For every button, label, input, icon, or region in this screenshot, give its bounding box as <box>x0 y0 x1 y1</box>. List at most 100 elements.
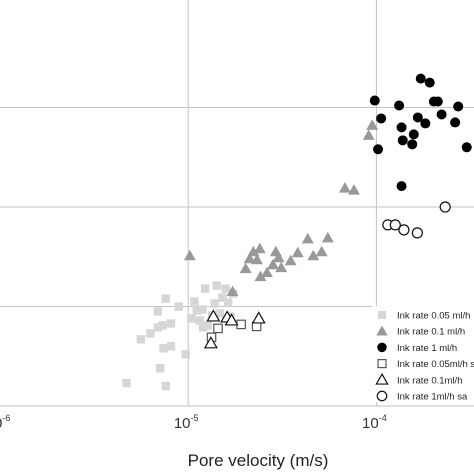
legend-marker <box>378 311 386 319</box>
data-point <box>215 309 224 318</box>
data-point <box>251 253 263 265</box>
x-tick-label: 10-5 <box>174 413 199 432</box>
legend-marker <box>377 342 387 353</box>
data-point <box>153 323 163 332</box>
data-point <box>439 201 451 213</box>
data-point <box>223 298 233 307</box>
legend-label: Ink rate 0.05 ml/h <box>397 311 470 322</box>
data-point <box>411 227 423 239</box>
data-point <box>153 307 163 316</box>
legend-background <box>372 306 474 402</box>
data-point <box>221 284 230 293</box>
data-point <box>432 96 443 107</box>
legend-label: Ink rate 0.1ml/h <box>397 375 462 386</box>
series-3 <box>369 73 472 192</box>
data-point <box>396 122 407 133</box>
data-point <box>200 284 210 293</box>
data-point <box>272 251 285 263</box>
data-point <box>315 245 328 257</box>
data-point <box>192 306 201 315</box>
data-point <box>206 309 221 322</box>
legend-label: Ink rate 0.05ml/h s <box>397 359 474 370</box>
legend-label: Ink rate 0.1 ml/h <box>397 327 465 338</box>
data-point <box>210 299 219 308</box>
data-point <box>181 350 190 359</box>
data-point <box>254 270 267 282</box>
legend-marker <box>377 359 387 369</box>
x-tick-labels: 10-6 10-5 10-4 <box>0 413 387 432</box>
data-point <box>251 311 266 324</box>
series-2 <box>183 119 379 297</box>
series-6 <box>382 201 451 239</box>
data-point <box>307 249 320 261</box>
data-point <box>158 321 167 330</box>
legend-marker <box>376 325 388 336</box>
data-point <box>260 266 273 278</box>
data-points <box>122 73 472 391</box>
data-point <box>212 281 222 290</box>
data-point <box>338 182 351 193</box>
data-point <box>369 95 380 106</box>
data-point <box>247 245 260 257</box>
data-point <box>203 321 212 330</box>
data-point <box>362 129 375 140</box>
data-point <box>161 381 170 391</box>
legend-marker <box>375 372 389 385</box>
data-point <box>424 77 435 88</box>
data-point <box>190 297 199 306</box>
data-point <box>159 344 168 353</box>
data-point <box>394 100 405 111</box>
x-axis-title: Pore velocity (m/s) <box>188 451 329 470</box>
data-point <box>321 231 334 243</box>
data-point <box>183 249 196 261</box>
data-point <box>420 118 431 129</box>
data-point <box>453 101 464 112</box>
data-point <box>136 335 146 344</box>
data-point <box>373 144 384 155</box>
data-point <box>146 329 155 338</box>
data-point <box>450 117 461 128</box>
legend: Ink rate 0.05 ml/h Ink rate 0.1 ml/h Ink r… <box>372 306 474 403</box>
data-point <box>301 232 314 244</box>
data-point <box>226 285 239 297</box>
data-point <box>366 119 379 130</box>
data-point <box>156 363 165 373</box>
data-point <box>187 314 196 323</box>
data-point <box>236 319 246 330</box>
data-point <box>198 305 207 314</box>
legend-label: Ink rate 1ml/h sa <box>397 392 468 403</box>
data-point <box>407 139 418 150</box>
x-tick-label: 10-6 <box>0 413 10 432</box>
data-point <box>436 109 447 120</box>
data-point <box>253 242 266 254</box>
data-point <box>415 73 426 84</box>
data-point <box>166 319 176 328</box>
data-point <box>461 142 472 153</box>
data-point <box>213 323 223 334</box>
data-point <box>266 258 279 270</box>
series-1 <box>122 281 238 391</box>
data-point <box>284 254 297 266</box>
data-point <box>291 246 304 258</box>
series-5 <box>203 309 266 349</box>
data-point <box>166 342 176 351</box>
data-point <box>389 219 401 231</box>
data-point <box>348 184 360 195</box>
data-point <box>122 378 131 388</box>
data-point <box>161 294 170 303</box>
data-point <box>412 112 423 123</box>
legend-marker <box>376 390 388 402</box>
data-point <box>408 129 419 140</box>
data-point <box>203 336 218 349</box>
data-point <box>396 181 407 192</box>
data-point <box>275 261 288 273</box>
data-point <box>224 313 239 326</box>
data-point <box>239 262 252 274</box>
data-point <box>195 316 204 325</box>
data-point <box>398 224 410 236</box>
data-point <box>174 302 183 311</box>
data-point <box>243 252 256 264</box>
data-point <box>397 135 408 146</box>
data-point <box>376 113 387 124</box>
